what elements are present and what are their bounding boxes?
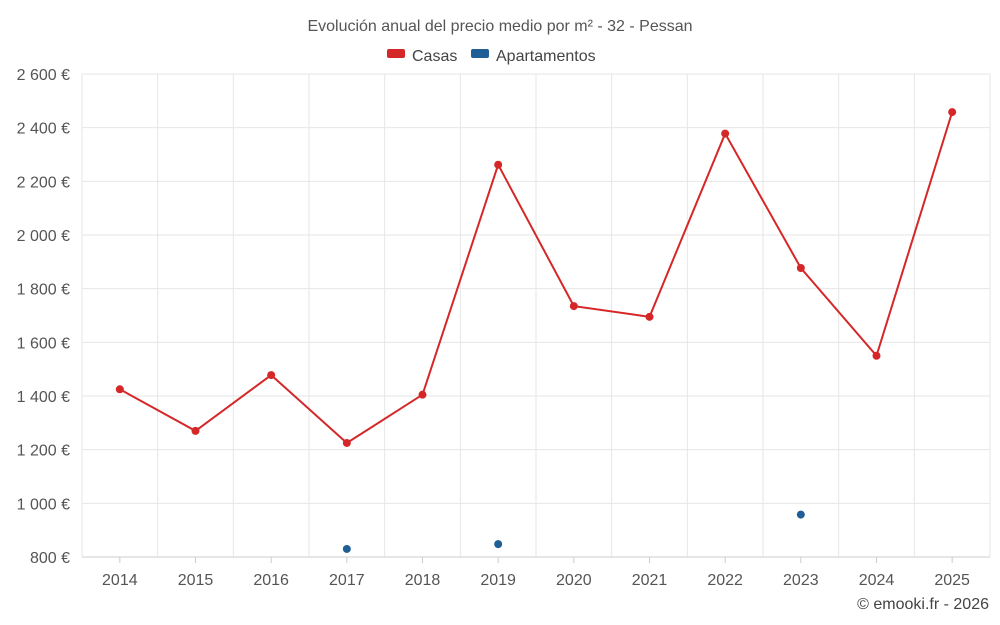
x-tick-label: 2021	[632, 572, 668, 589]
data-point-casas-2021[interactable]	[645, 312, 654, 321]
x-tick-label: 2024	[859, 572, 895, 589]
legend-item-casas[interactable]: Casas	[387, 48, 457, 65]
data-point-casas-2014[interactable]	[115, 385, 124, 394]
x-gridlines	[81, 74, 991, 557]
series-casas	[115, 108, 957, 447]
x-tick-label: 2015	[178, 572, 214, 589]
x-tick-label: 2017	[329, 572, 365, 589]
x-tick-label: 2022	[707, 572, 743, 589]
legend-swatch-apartamentos	[471, 49, 489, 58]
y-tick-label: 1 800 €	[17, 282, 70, 299]
series-apartamentos	[342, 510, 805, 553]
data-point-casas-2020[interactable]	[569, 302, 578, 311]
x-tick-label: 2025	[934, 572, 970, 589]
data-point-apartamentos-2017[interactable]	[342, 544, 351, 553]
data-point-apartamentos-2019[interactable]	[494, 540, 503, 549]
data-point-casas-2016[interactable]	[267, 371, 276, 380]
x-tick-label: 2014	[102, 572, 138, 589]
x-tick-label: 2020	[556, 572, 592, 589]
y-tick-label: 1 000 €	[17, 496, 70, 513]
data-point-casas-2018[interactable]	[418, 390, 427, 399]
x-tick-label: 2016	[253, 572, 289, 589]
data-point-casas-2015[interactable]	[191, 426, 200, 435]
legend-label-apartamentos: Apartamentos	[496, 48, 596, 65]
data-point-casas-2024[interactable]	[872, 351, 881, 360]
data-point-apartamentos-2023[interactable]	[796, 510, 805, 519]
data-point-casas-2017[interactable]	[342, 438, 351, 447]
x-tick-label: 2023	[783, 572, 819, 589]
data-point-casas-2025[interactable]	[948, 108, 957, 117]
data-point-casas-2019[interactable]	[494, 160, 503, 169]
y-tick-label: 2 600 €	[17, 67, 70, 84]
legend-swatch-casas	[387, 49, 405, 58]
y-axis-labels: 800 € 1 000 € 1 200 € 1 400 € 1 600 € 1 800 €…	[17, 67, 70, 567]
y-tick-label: 2 200 €	[17, 174, 70, 191]
legend-label-casas: Casas	[412, 48, 457, 65]
y-tick-label: 2 000 €	[17, 228, 70, 245]
credit-text: © emooki.fr - 2026	[857, 596, 989, 613]
y-tick-label: 1 200 €	[17, 443, 70, 460]
y-tick-label: 2 400 €	[17, 121, 70, 138]
y-tick-label: 800 €	[30, 550, 70, 567]
data-point-casas-2023[interactable]	[796, 264, 805, 273]
data-point-casas-2022[interactable]	[721, 129, 730, 138]
legend-item-apartamentos[interactable]: Apartamentos	[471, 48, 596, 65]
series-line-casas	[119, 111, 954, 445]
x-tick-label: 2018	[405, 572, 441, 589]
chart-title: Evolución anual del precio medio por m² …	[307, 18, 692, 35]
y-tick-label: 1 600 €	[17, 335, 70, 352]
y-tick-label: 1 400 €	[17, 389, 70, 406]
legend: Casas Apartamentos	[387, 48, 596, 65]
x-axis-labels: 2014 2015 2016 2017 2018 2019 2020 2021 2022 2023…	[102, 557, 970, 589]
x-tick-label: 2019	[480, 572, 516, 589]
